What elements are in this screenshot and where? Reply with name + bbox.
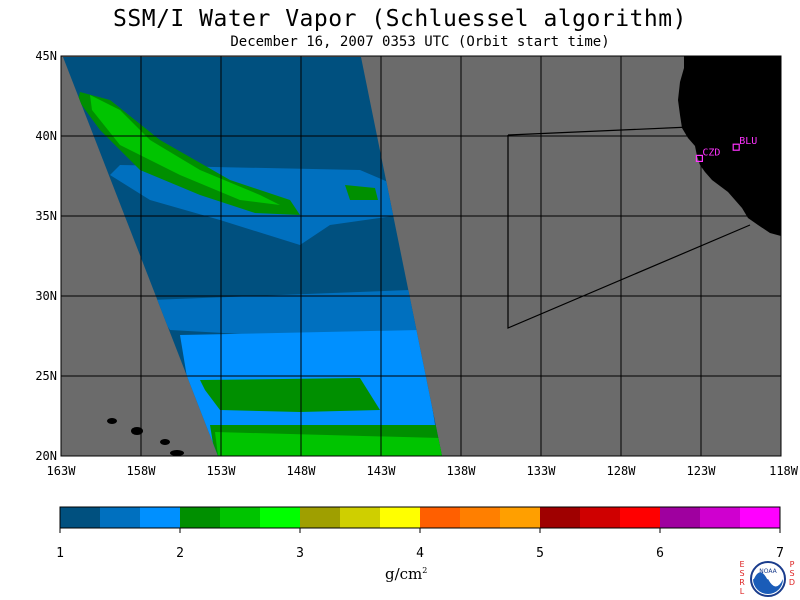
lat-tick-label: 20N <box>35 449 57 463</box>
colorbar-swatch <box>180 507 220 528</box>
hawaiian-island <box>131 427 143 435</box>
lon-tick-label: 123W <box>687 464 717 478</box>
lon-tick-label: 148W <box>287 464 317 478</box>
colorbar-tick-label: 7 <box>776 546 784 561</box>
colorbar-swatch <box>580 507 620 528</box>
hawaiian-island <box>160 439 170 445</box>
colorbar-swatch <box>420 507 460 528</box>
lon-tick-label: 158W <box>127 464 157 478</box>
colorbar: 1 2 3 4 5 6 7 <box>56 506 784 561</box>
noaa-emblem-icon: NOAA <box>750 561 786 597</box>
band-moist-south <box>200 378 380 412</box>
colorbar-swatch <box>340 507 380 528</box>
station-marker <box>695 154 704 162</box>
colorbar-tick-label: 6 <box>656 546 664 561</box>
band-very-moist-edge <box>215 432 442 456</box>
colorbar-tick-label: 1 <box>56 546 64 561</box>
colorbar-swatch <box>220 507 260 528</box>
station-label: CZD <box>702 147 720 158</box>
colorbar-swatch <box>740 507 780 528</box>
band-moist-plume-core <box>90 95 280 205</box>
station-marker <box>732 143 740 151</box>
colorbar-tick-label: 3 <box>296 546 304 561</box>
lon-tick-label: 153W <box>207 464 237 478</box>
colorbar-swatch <box>500 507 540 528</box>
hawaiian-island <box>107 418 117 424</box>
lon-tick-label: 118W <box>769 464 799 478</box>
colorbar-tick-label: 5 <box>536 546 544 561</box>
lon-tick-label: 133W <box>527 464 557 478</box>
lat-tick-label: 30N <box>35 289 57 303</box>
map-title: SSM/I Water Vapor (Schluessel algorithm) <box>113 6 687 32</box>
colorbar-swatch <box>460 507 500 528</box>
land-north-america <box>678 56 781 236</box>
colorbar-swatch <box>100 507 140 528</box>
colorbar-swatch <box>140 507 180 528</box>
lat-tick-label: 45N <box>35 49 57 63</box>
hawaiian-island <box>170 450 184 456</box>
station-label: BLU <box>739 136 757 147</box>
colorbar-tick-label: 2 <box>176 546 184 561</box>
band-moist-patch <box>345 185 378 200</box>
colorbar-tick-label: 4 <box>416 546 424 561</box>
svg-text:NOAA: NOAA <box>759 568 777 575</box>
colorbar-swatch <box>300 507 340 528</box>
lat-tick-label: 40N <box>35 129 57 143</box>
colorbar-swatch <box>540 507 580 528</box>
colorbar-swatch <box>60 507 100 528</box>
band-moist-plume <box>78 92 300 215</box>
lon-tick-label: 138W <box>447 464 477 478</box>
colorbar-swatch <box>260 507 300 528</box>
lat-tick-label: 35N <box>35 209 57 223</box>
colorbar-units: g/cm2 <box>385 565 428 583</box>
lon-tick-label: 143W <box>367 464 397 478</box>
map-frame <box>60 55 782 457</box>
band-moderate-mid <box>150 290 420 340</box>
colorbar-swatch <box>380 507 420 528</box>
colorbar-swatch <box>660 507 700 528</box>
track-line <box>507 135 751 329</box>
map-subtitle: December 16, 2007 0353 UTC (Orbit start … <box>230 34 610 50</box>
track-line <box>507 126 691 136</box>
colorbar-swatch <box>620 507 660 528</box>
lat-tick-label: 25N <box>35 369 57 383</box>
colorbar-swatch <box>700 507 740 528</box>
lon-tick-label: 163W <box>47 464 77 478</box>
lon-tick-label: 128W <box>607 464 637 478</box>
